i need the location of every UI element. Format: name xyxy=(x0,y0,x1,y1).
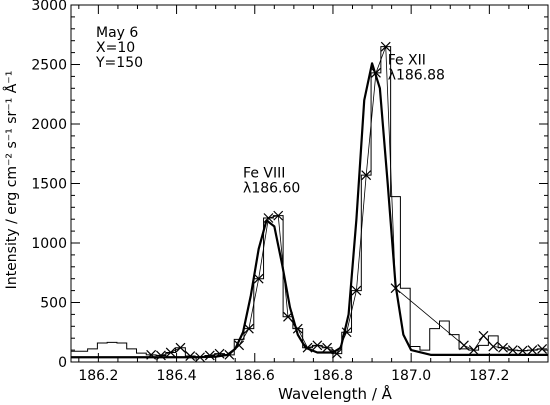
data-point-marker xyxy=(146,349,157,360)
line-annotation: λ186.88 xyxy=(388,68,445,84)
data-point-marker xyxy=(283,311,293,322)
y-tick-label: 1000 xyxy=(31,236,67,252)
data-point-marker xyxy=(537,343,548,354)
data-point-marker xyxy=(331,348,342,359)
data-point-marker xyxy=(498,342,508,353)
data-point-marker xyxy=(292,323,303,334)
data-point-marker xyxy=(312,340,323,351)
data-point-marker xyxy=(351,285,362,296)
y-tick-label: 2000 xyxy=(31,117,67,133)
data-point-marker xyxy=(322,342,333,353)
data-point-marker xyxy=(302,342,313,353)
x-tick-label: 187.0 xyxy=(391,368,431,384)
y-axis-label: Intensity / erg cm⁻² s⁻¹ sr⁻¹ Å⁻¹ xyxy=(3,71,20,290)
info-line: X=10 xyxy=(96,40,135,56)
data-point-marker xyxy=(488,341,499,352)
y-tick-label: 3000 xyxy=(31,0,67,14)
data-point-marker xyxy=(243,323,254,334)
data-point-marker xyxy=(361,170,372,181)
data-point-marker xyxy=(185,351,196,361)
x-tick-label: 187.2 xyxy=(469,368,509,384)
y-tick-label: 500 xyxy=(40,296,67,312)
data-point-marker xyxy=(253,273,264,284)
line-annotation: Fe VIII xyxy=(243,166,285,182)
data-point-marker xyxy=(341,327,352,338)
data-point-marker xyxy=(380,41,391,52)
y-tick-label: 2500 xyxy=(31,58,67,74)
data-point-marker xyxy=(263,213,274,223)
data-point-marker xyxy=(468,345,479,356)
axes-layer: 186.2 186.4 186.6 186.8 187.0 187.2 0 500 1000 15… xyxy=(31,0,549,384)
data-point-marker xyxy=(175,342,186,353)
data-point-marker xyxy=(517,345,528,356)
marker-connector xyxy=(151,46,543,358)
data-point-marker xyxy=(478,330,489,341)
info-line: Y=150 xyxy=(95,55,143,71)
data-point-marker xyxy=(165,347,176,358)
data-point-marker xyxy=(507,345,518,356)
data-point-marker xyxy=(371,67,381,78)
data-point-marker xyxy=(224,349,235,360)
observed-histogram xyxy=(71,46,548,358)
series-layer xyxy=(71,41,548,363)
fit-curve xyxy=(71,62,548,359)
data-point-marker xyxy=(204,350,215,361)
data-point-marker xyxy=(459,340,469,351)
y-tick-label: 1500 xyxy=(31,177,67,193)
data-point-marker xyxy=(195,352,205,363)
x-tick-label: 186.4 xyxy=(157,368,197,384)
info-line: May 6 xyxy=(96,25,138,41)
x-tick-label: 186.6 xyxy=(235,368,275,384)
line-annotation: λ186.60 xyxy=(243,181,300,197)
data-point-marker xyxy=(234,340,245,351)
data-point-marker xyxy=(527,345,538,356)
data-point-marker xyxy=(273,210,284,221)
line-annotation: Fe XII xyxy=(388,53,426,69)
data-point-marker xyxy=(390,283,401,294)
x-axis-label: Wavelength / Å xyxy=(278,384,393,403)
data-point-marker xyxy=(214,348,225,359)
x-tick-label: 186.2 xyxy=(78,368,118,384)
y-tick-label: 0 xyxy=(58,355,67,371)
data-point-marker xyxy=(156,350,166,361)
x-tick-label: 186.8 xyxy=(313,368,353,384)
